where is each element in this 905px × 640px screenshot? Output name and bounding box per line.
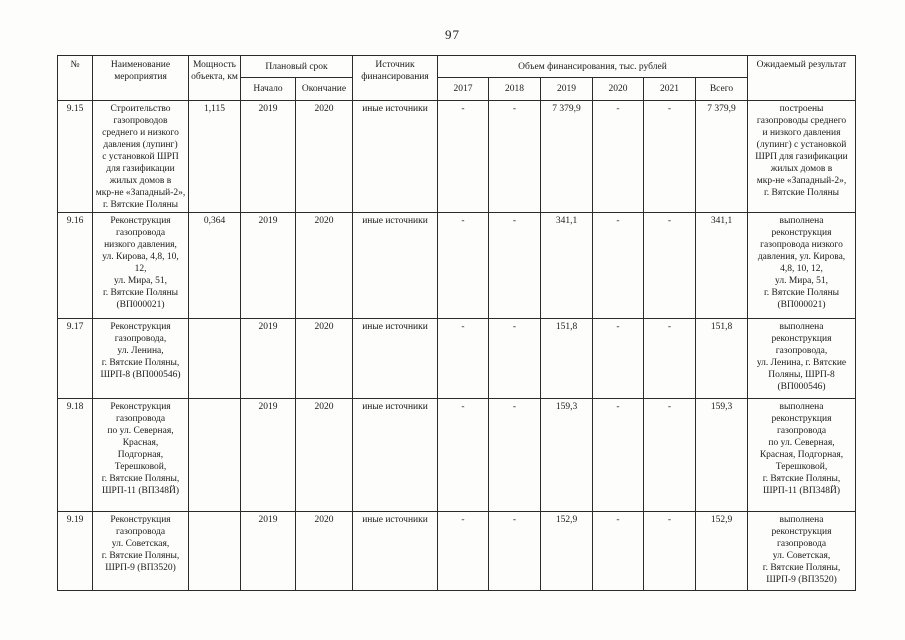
cell-name: Реконструкция газопровода ул. Советская,… (92, 511, 189, 591)
table-row: 9.16 Реконструкция газопровода низкого д… (57, 212, 856, 319)
cell-2017: - (437, 398, 489, 512)
cell-start: 2019 (240, 100, 296, 213)
cell-2019: 341,1 (540, 212, 593, 319)
cell-result: выполнена реконструкция газопровода, ул.… (747, 318, 856, 399)
header-financing: Объем финансирования, тыс. рублей (437, 55, 748, 78)
cell-result: выполнена реконструкция газопровода по у… (747, 398, 856, 512)
cell-2017: - (437, 511, 489, 591)
header-start: Начало (240, 77, 296, 101)
cell-2021: - (643, 398, 696, 512)
cell-2018: - (488, 511, 541, 591)
cell-total: 159,3 (695, 398, 748, 512)
header-end: Окончание (295, 77, 353, 101)
header-row-1: № Наименование мероприятия Мощность объе… (57, 55, 856, 101)
cell-2017: - (437, 318, 489, 399)
cell-2020: - (592, 511, 644, 591)
header-year-2020: 2020 (592, 77, 644, 101)
cell-2019: 159,3 (540, 398, 593, 512)
cell-2019: 152,9 (540, 511, 593, 591)
cell-num: 9.16 (57, 212, 93, 319)
header-period: Плановый срок (240, 55, 353, 78)
cell-2021: - (643, 212, 696, 319)
header-year-2019: 2019 (540, 77, 593, 101)
cell-total: 341,1 (695, 212, 748, 319)
cell-2018: - (488, 212, 541, 319)
cell-source: иные источники (352, 212, 438, 319)
cell-2017: - (437, 100, 489, 213)
header-year-2018: 2018 (488, 77, 541, 101)
cell-2019: 7 379,9 (540, 100, 593, 213)
cell-end: 2020 (295, 318, 353, 399)
cell-end: 2020 (295, 212, 353, 319)
cell-2021: - (643, 100, 696, 213)
cell-2019: 151,8 (540, 318, 593, 399)
cell-capacity: 0,364 (188, 212, 241, 319)
cell-2020: - (592, 398, 644, 512)
cell-end: 2020 (295, 398, 353, 512)
cell-num: 9.15 (57, 100, 93, 213)
cell-capacity: 1,115 (188, 100, 241, 213)
cell-start: 2019 (240, 511, 296, 591)
cell-2020: - (592, 100, 644, 213)
cell-end: 2020 (295, 100, 353, 213)
cell-start: 2019 (240, 212, 296, 319)
cell-source: иные источники (352, 100, 438, 213)
cell-num: 9.17 (57, 318, 93, 399)
cell-end: 2020 (295, 511, 353, 591)
cell-2017: - (437, 212, 489, 319)
header-source: Источник финансирования (352, 55, 438, 101)
cell-2018: - (488, 318, 541, 399)
cell-start: 2019 (240, 318, 296, 399)
table-row: 9.17 Реконструкция газопровода, ул. Лени… (57, 318, 856, 399)
header-year-2017: 2017 (437, 77, 489, 101)
cell-2020: - (592, 212, 644, 319)
header-capacity: Мощность объекта, км (188, 55, 241, 101)
cell-name: Строительство газопроводов среднего и ни… (92, 100, 189, 213)
header-total: Всего (695, 77, 748, 101)
cell-result: построены газопроводы среднего и низкого… (747, 100, 856, 213)
cell-2020: - (592, 318, 644, 399)
cell-name: Реконструкция газопровода по ул. Северна… (92, 398, 189, 512)
cell-capacity (188, 511, 241, 591)
cell-2021: - (643, 318, 696, 399)
table-row: 9.15 Строительство газопроводов среднего… (57, 100, 856, 213)
cell-num: 9.19 (57, 511, 93, 591)
header-name: Наименование мероприятия (92, 55, 189, 101)
cell-name: Реконструкция газопровода низкого давлен… (92, 212, 189, 319)
cell-source: иные источники (352, 511, 438, 591)
cell-capacity (188, 318, 241, 399)
cell-num: 9.18 (57, 398, 93, 512)
cell-source: иные источники (352, 398, 438, 512)
cell-start: 2019 (240, 398, 296, 512)
cell-total: 7 379,9 (695, 100, 748, 213)
cell-2021: - (643, 511, 696, 591)
header-row-2: Начало Окончание 2017 2018 2019 2020 202… (58, 77, 856, 101)
cell-name: Реконструкция газопровода, ул. Ленина, г… (92, 318, 189, 399)
financing-table: № Наименование мероприятия Мощность объе… (57, 55, 856, 591)
cell-total: 152,9 (695, 511, 748, 591)
page-number: 97 (445, 27, 460, 42)
cell-result: выполнена реконструкция газопровода ул. … (747, 511, 856, 591)
table-row: 9.19 Реконструкция газопровода ул. Совет… (57, 511, 856, 591)
table-row: 9.18 Реконструкция газопровода по ул. Се… (57, 398, 856, 512)
header-result: Ожидаемый результат (747, 55, 856, 101)
header-num: № (57, 55, 93, 101)
cell-2018: - (488, 398, 541, 512)
cell-capacity (188, 398, 241, 512)
cell-total: 151,8 (695, 318, 748, 399)
cell-source: иные источники (352, 318, 438, 399)
cell-2018: - (488, 100, 541, 213)
cell-result: выполнена реконструкция газопровода низк… (747, 212, 856, 319)
header-year-2021: 2021 (643, 77, 696, 101)
